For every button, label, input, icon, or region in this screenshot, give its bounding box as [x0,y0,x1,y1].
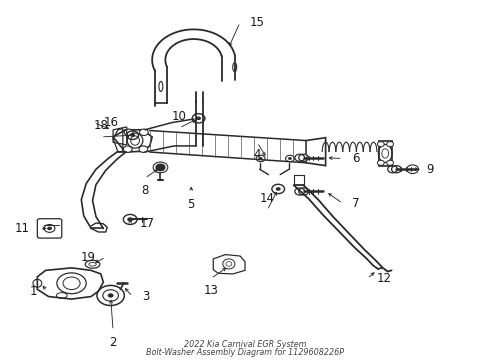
Circle shape [387,160,393,165]
Text: 17: 17 [140,216,155,230]
Circle shape [377,160,384,165]
Text: 9: 9 [426,163,433,176]
Text: 19: 19 [81,251,96,264]
Text: 5: 5 [188,198,195,211]
Text: 3: 3 [143,290,150,303]
Text: 2022 Kia Carnival EGR System: 2022 Kia Carnival EGR System [184,341,306,350]
Text: 4: 4 [253,148,261,161]
Circle shape [299,154,309,161]
Circle shape [139,146,148,152]
Circle shape [276,187,281,191]
Circle shape [123,146,132,152]
Text: 11: 11 [15,222,30,235]
Circle shape [259,157,263,160]
Text: 2: 2 [109,336,117,349]
Text: 6: 6 [352,152,360,165]
Circle shape [196,117,201,120]
Circle shape [47,226,52,230]
Text: 18: 18 [94,118,108,132]
Text: 7: 7 [352,197,360,210]
Circle shape [130,134,135,137]
Text: 12: 12 [377,272,392,285]
Circle shape [108,293,114,298]
Text: 16: 16 [103,116,118,129]
Circle shape [140,129,148,135]
Circle shape [392,166,401,173]
Text: 1: 1 [30,285,37,298]
Text: 10: 10 [172,110,187,123]
Circle shape [127,217,133,222]
Circle shape [377,141,384,147]
Circle shape [387,141,393,147]
Text: 14: 14 [260,192,274,205]
Circle shape [299,188,309,195]
Text: 15: 15 [250,16,265,29]
Circle shape [124,129,133,135]
Text: Bolt-Washer Assembly Diagram for 1129608226P: Bolt-Washer Assembly Diagram for 1129608… [146,348,344,357]
Circle shape [288,157,292,160]
Text: 13: 13 [203,284,218,297]
Circle shape [156,164,165,171]
Text: 8: 8 [141,184,148,197]
